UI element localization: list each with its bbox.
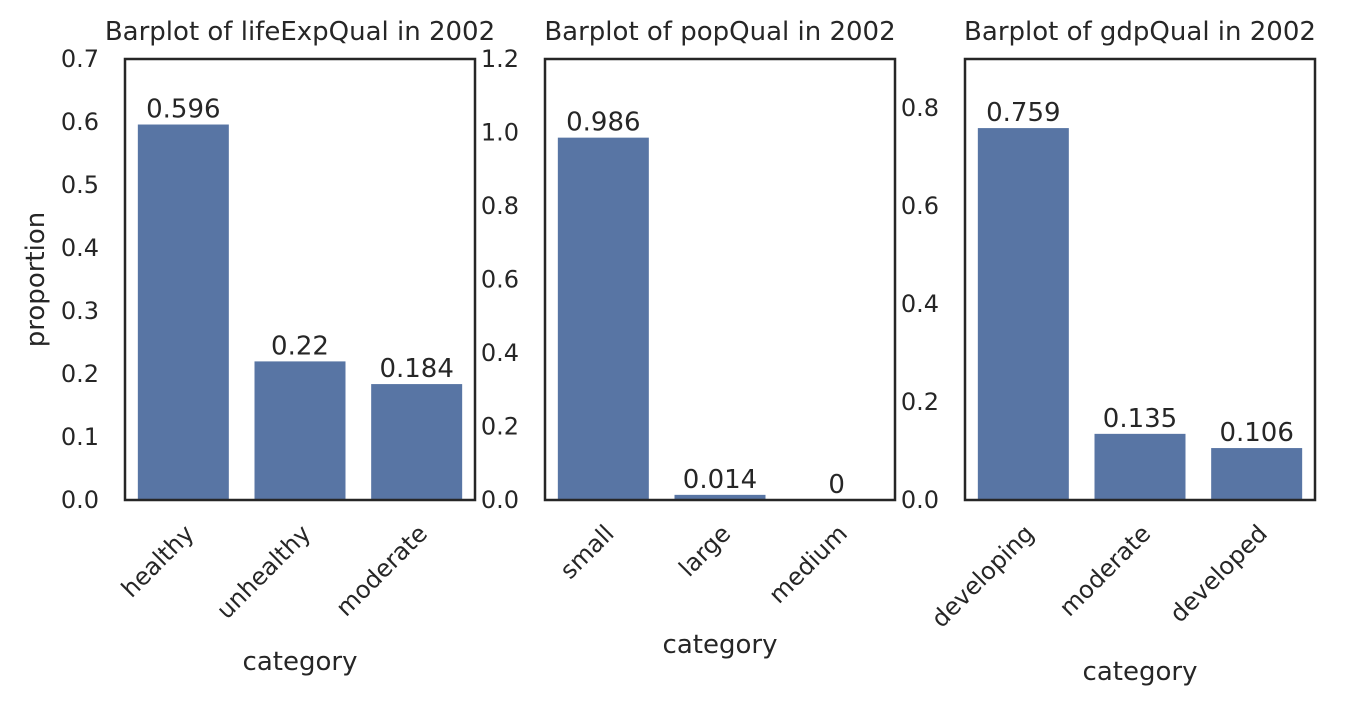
bar-small	[557, 137, 649, 500]
x-tick-label-developing: developing	[926, 519, 1040, 633]
chart-title: Barplot of lifeExpQual in 2002	[105, 17, 495, 47]
chart-panel-1: 0.596 0.22 0.184 0.0 0.1 0.2 0.3 0.4 0.5 0.6 0.7 he…	[21, 17, 495, 677]
data-label-unhealthy: 0.22	[271, 331, 329, 361]
data-label-medium: 0	[828, 470, 845, 500]
y-tick-label: 1.2	[481, 45, 519, 73]
y-axis-label: proportion	[21, 212, 51, 347]
x-axis-label: category	[663, 630, 778, 660]
y-tick-label: 0.2	[61, 360, 99, 388]
y-tick-label: 0.3	[61, 297, 99, 325]
chart-title: Barplot of gdpQual in 2002	[964, 17, 1316, 47]
x-tick-label-moderate: moderate	[1054, 519, 1156, 621]
y-tick-label: 0.2	[901, 388, 939, 416]
bar-developing	[977, 128, 1069, 500]
y-tick-label: 0.0	[901, 486, 939, 514]
y-tick-label: 0.0	[481, 486, 519, 514]
data-label-developed: 0.106	[1219, 418, 1293, 448]
data-label-large: 0.014	[683, 465, 757, 495]
bar-healthy	[137, 124, 229, 501]
plot-frame	[543, 57, 897, 502]
bar-moderate	[371, 384, 463, 500]
y-tick-label: 0.1	[61, 423, 99, 451]
y-tick-label: 0.4	[61, 234, 99, 262]
x-tick-label-moderate: moderate	[331, 519, 433, 621]
y-tick-label: 0.8	[901, 94, 939, 122]
bar-large	[674, 494, 766, 500]
y-tick-label: 0.2	[481, 413, 519, 441]
bar-moderate	[1094, 433, 1186, 500]
x-tick-label-healthy: healthy	[116, 519, 200, 603]
x-tick-label-small: small	[555, 519, 620, 584]
x-axis-label: category	[243, 647, 358, 677]
y-tick-label: 0.7	[61, 45, 99, 73]
plot-frame	[963, 57, 1317, 502]
y-tick-label: 0.6	[901, 192, 939, 220]
x-tick-label-medium: medium	[763, 519, 853, 609]
y-tick-label: 0.6	[481, 266, 519, 294]
y-tick-label: 0.4	[901, 290, 939, 318]
plot-frame	[123, 57, 477, 502]
y-tick-label: 0.0	[61, 486, 99, 514]
y-tick-label: 0.5	[61, 171, 99, 199]
bar-unhealthy	[254, 361, 346, 500]
data-label-healthy: 0.596	[146, 95, 220, 125]
y-tick-label: 0.8	[481, 192, 519, 220]
x-tick-label-unhealthy: unhealthy	[211, 519, 316, 624]
y-tick-label: 1.0	[481, 119, 519, 147]
y-tick-label: 0.6	[61, 108, 99, 136]
data-label-moderate: 0.135	[1103, 404, 1177, 434]
bar-developed	[1211, 448, 1303, 500]
chart-title: Barplot of popQual in 2002	[544, 17, 895, 47]
chart-panel-3: 0.759 0.135 0.106 0.0 0.2 0.4 0.6 0.8 developing…	[901, 17, 1317, 687]
data-label-moderate: 0.184	[379, 354, 453, 384]
x-tick-label-developed: developed	[1164, 519, 1273, 628]
data-label-small: 0.986	[566, 108, 640, 138]
x-axis-label: category	[1083, 657, 1198, 687]
chart-panel-2: 0.986 0.014 0 0.0 0.2 0.4 0.6 0.8 1.0 1.2 small lar…	[481, 17, 897, 660]
y-tick-label: 0.4	[481, 339, 519, 367]
data-label-developing: 0.759	[986, 98, 1060, 128]
x-tick-label-large: large	[673, 519, 736, 582]
